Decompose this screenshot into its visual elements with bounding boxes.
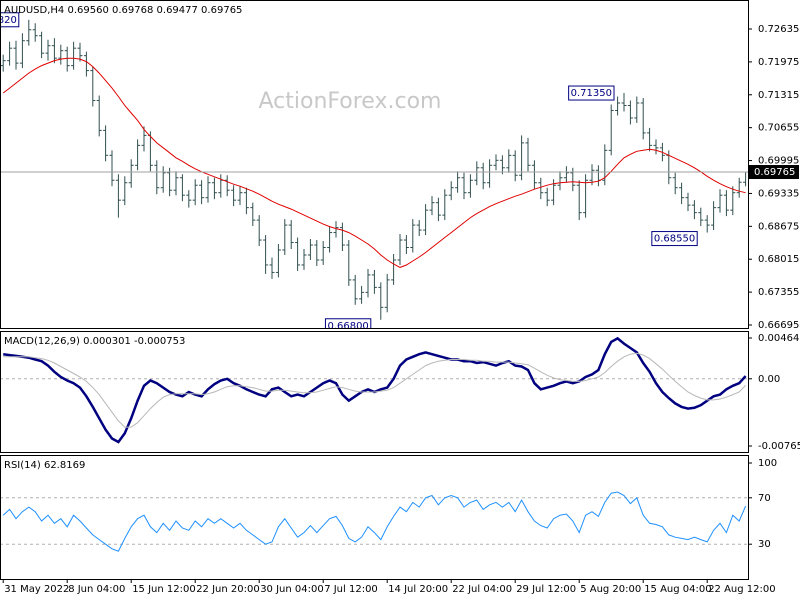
x-tick-label: 22 Jun 20:00	[196, 584, 260, 595]
current-price-label: 0.69765	[754, 167, 795, 178]
y-tick-label: 0.00	[758, 374, 780, 385]
line	[3, 352, 746, 428]
x-tick-label: 22 Aug 12:00	[708, 584, 775, 595]
x-tick-label: 30 Jun 04:00	[260, 584, 324, 595]
y-tick-label: 0.71975	[758, 57, 799, 68]
panel-marks: 820 0.71350 0.68550 0.66800	[0, 12, 748, 332]
x-tick-label: 5 Aug 20:00	[580, 584, 641, 595]
panel-marks	[0, 336, 748, 444]
y-tick-label: 0.68015	[758, 254, 799, 265]
panel-marks	[0, 491, 748, 552]
annotation-label: 0.68550	[654, 234, 695, 245]
panel-frame	[0, 0, 749, 329]
panel-title: RSI(14) 62.8169	[4, 460, 85, 471]
y-tick-label: 0.004643	[758, 333, 800, 344]
annotation-label: 820	[0, 15, 17, 26]
x-tick-label: 7 Jul 12:00	[324, 584, 378, 595]
current-price-box	[749, 165, 799, 180]
y-tick-label: 0.69995	[758, 156, 799, 167]
x-tick-label: 22 Jul 04:00	[452, 584, 512, 595]
x-tick-label: 31 May 2022	[4, 584, 69, 595]
x-tick-label: 15 Aug 04:00	[644, 584, 711, 595]
panel-title: AUDUSD,H4 0.69560 0.69768 0.69477 0.6976…	[4, 5, 242, 16]
annotation-label: 0.71350	[571, 88, 612, 99]
annotation-box	[0, 12, 20, 28]
y-tick-label: 0.69335	[758, 188, 799, 199]
y-tick-label: -0.007653	[758, 441, 800, 452]
watermark: ActionForex.com	[259, 89, 442, 114]
y-tick-label: 70	[758, 493, 771, 504]
annotation-box	[324, 318, 372, 328]
annotation-label: 0.66800	[327, 321, 368, 332]
line	[2, 491, 747, 552]
x-tick-label: 15 Jun 12:00	[132, 584, 196, 595]
y-tick-label: 0.66695	[758, 320, 799, 331]
panel-frame	[0, 455, 749, 580]
x-tick-label: 8 Jun 04:00	[68, 584, 125, 595]
x-tick-label: 29 Jul 12:00	[516, 584, 576, 595]
annotation-box	[651, 231, 698, 247]
y-tick-label: 0.68675	[758, 221, 799, 232]
y-tick-label: 0.70655	[758, 123, 799, 134]
panel-frame	[0, 331, 749, 453]
y-tick-label: 0.72635	[758, 24, 799, 35]
y-tick-label: 0.71315	[758, 90, 799, 101]
y-tick-label: 100	[758, 458, 777, 469]
y-tick-label: 0.67355	[758, 287, 799, 298]
panel-title: MACD(12,26,9) 0.000301 -0.000753	[4, 336, 185, 347]
line	[2, 57, 746, 268]
annotation-box	[568, 85, 615, 101]
x-tick-label: 14 Jul 20:00	[388, 584, 448, 595]
y-tick-label: 30	[758, 539, 771, 550]
